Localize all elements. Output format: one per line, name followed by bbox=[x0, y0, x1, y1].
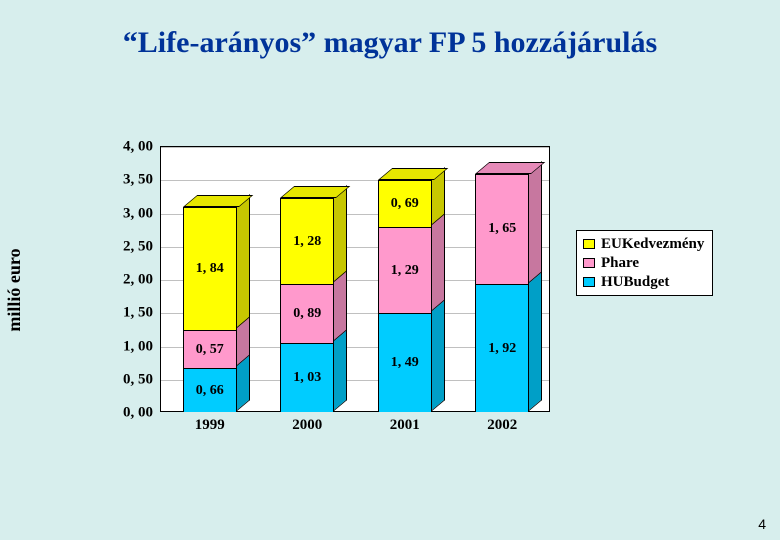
y-tick-label: 1, 50 bbox=[123, 305, 161, 322]
y-axis-label: millió euro bbox=[4, 248, 25, 331]
bar-segment-eukedvezmény: 1, 84 bbox=[184, 208, 236, 330]
bar-segment-phare: 0, 89 bbox=[281, 284, 333, 343]
legend-item: EUKedvezmény bbox=[583, 235, 704, 254]
legend-swatch bbox=[583, 277, 595, 287]
y-tick-label: 4, 00 bbox=[123, 139, 161, 156]
y-tick-label: 0, 00 bbox=[123, 405, 161, 422]
bar-segment-phare: 0, 57 bbox=[184, 330, 236, 368]
gridline bbox=[161, 147, 549, 148]
y-tick-label: 1, 00 bbox=[123, 338, 161, 355]
bar: 0, 691, 291, 49 bbox=[378, 180, 432, 411]
bar-3d-side bbox=[529, 161, 542, 411]
chart-title: “Life-arányos” magyar FP 5 hozzájárulás bbox=[0, 0, 780, 60]
chart: millió euro 0, 000, 501, 001, 502, 002, … bbox=[60, 120, 700, 460]
legend-swatch bbox=[583, 239, 595, 249]
y-tick-label: 0, 50 bbox=[123, 371, 161, 388]
page-number: 4 bbox=[758, 516, 766, 532]
slide: “Life-arányos” magyar FP 5 hozzájárulás … bbox=[0, 0, 780, 540]
legend-label: EUKedvezmény bbox=[601, 235, 704, 254]
bar-3d-side bbox=[237, 194, 250, 411]
y-tick-label: 2, 50 bbox=[123, 238, 161, 255]
bar-segment-eukedvezmény: 0, 69 bbox=[379, 181, 431, 227]
legend-item: Phare bbox=[583, 254, 704, 273]
legend-label: Phare bbox=[601, 254, 639, 273]
bar-segment-hubudget: 1, 03 bbox=[281, 343, 333, 411]
legend-swatch bbox=[583, 258, 595, 268]
legend-item: HUBudget bbox=[583, 273, 704, 292]
y-tick-label: 3, 50 bbox=[123, 172, 161, 189]
x-tick-label: 2002 bbox=[487, 411, 517, 434]
bar-3d-side bbox=[432, 167, 445, 411]
plot-area: 0, 000, 501, 001, 502, 002, 503, 003, 50… bbox=[160, 146, 550, 412]
bar-segment-hubudget: 1, 92 bbox=[476, 284, 528, 412]
bar: 1, 840, 570, 66 bbox=[183, 207, 237, 411]
y-tick-label: 3, 00 bbox=[123, 205, 161, 222]
bar-segment-phare: 1, 65 bbox=[476, 175, 528, 285]
bar-group: 1, 280, 891, 03 bbox=[280, 198, 334, 411]
bar-group: 1, 840, 570, 66 bbox=[183, 207, 237, 411]
bar-3d-side bbox=[334, 185, 347, 411]
bar-segment-hubudget: 0, 66 bbox=[184, 368, 236, 412]
x-tick-label: 1999 bbox=[195, 411, 225, 434]
bar-segment-hubudget: 1, 49 bbox=[379, 313, 431, 412]
x-tick-label: 2001 bbox=[390, 411, 420, 434]
legend: EUKedvezményPhareHUBudget bbox=[576, 230, 713, 296]
bar-segment-phare: 1, 29 bbox=[379, 227, 431, 313]
bar: 1, 651, 92 bbox=[475, 174, 529, 411]
bar-group: 1, 651, 92 bbox=[475, 174, 529, 411]
bar: 1, 280, 891, 03 bbox=[280, 198, 334, 411]
bar-group: 0, 691, 291, 49 bbox=[378, 180, 432, 411]
legend-label: HUBudget bbox=[601, 273, 669, 292]
y-tick-label: 2, 00 bbox=[123, 272, 161, 289]
bar-segment-eukedvezmény: 1, 28 bbox=[281, 199, 333, 284]
x-tick-label: 2000 bbox=[292, 411, 322, 434]
